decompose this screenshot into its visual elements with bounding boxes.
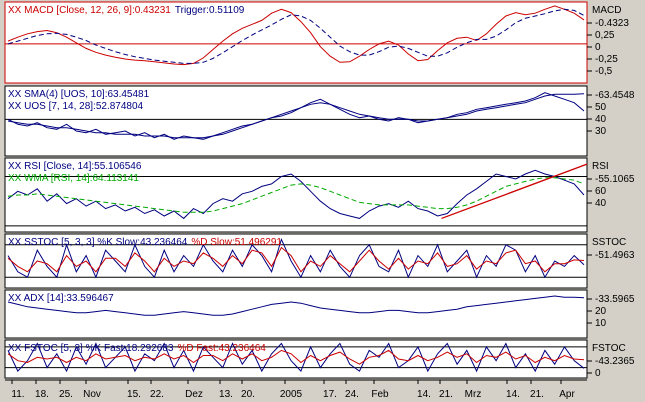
macd-ytick-label-0: 0,25 xyxy=(595,30,615,41)
rsi-series-1-line xyxy=(7,177,585,213)
adx-ytick-label-1: 10 xyxy=(595,318,607,329)
sstoc-plot-area xyxy=(4,233,588,289)
sstoc-series-1-line xyxy=(7,246,585,273)
macd-series-0-line xyxy=(7,5,585,66)
chart-panels: XX MACD [Close, 12, 26, 9]:0.43231 Trigge… xyxy=(4,1,635,379)
macd-legend-1: Trigger:0.51109 xyxy=(175,5,245,16)
sstoc-legend-0: XX SSTOC [5, 3, 3] %K Slow:43.236464 xyxy=(8,237,188,248)
adx-ytick-label-0: 20 xyxy=(595,306,607,317)
macd-current-value: -0.4323 xyxy=(595,18,629,29)
x-tick-label-16: 14. xyxy=(506,389,520,400)
panel-macd: XX MACD [Close, 12, 26, 9]:0.43231 Trigge… xyxy=(4,1,629,84)
panel-sstoc: XX SSTOC [5, 3, 3] %K Slow:43.236464 %D S… xyxy=(4,233,635,289)
rsi-ytick-label-0: 60 xyxy=(595,186,607,197)
fstoc-current-value: -43.2365 xyxy=(595,356,635,367)
rsi-current-value: -55.1065 xyxy=(595,174,635,185)
macd-series-1-line xyxy=(7,8,585,64)
fstoc-series-0-line xyxy=(7,342,585,373)
adx-current-value: -33.5965 xyxy=(595,294,635,305)
uos-series-1-line xyxy=(7,93,585,139)
uos-ytick-label-2: 30 xyxy=(595,126,607,137)
x-tick-label-6: Dez xyxy=(185,389,203,400)
adx-plot-area xyxy=(4,289,588,339)
uos-legend-1: XX UOS [7, 14, 28]:52.874804 xyxy=(8,101,144,112)
sstoc-current-value: -51.4963 xyxy=(595,250,635,261)
x-tick-label-3: Nov xyxy=(83,389,101,400)
x-tick-label-8: 20. xyxy=(241,389,255,400)
x-tick-label-0: 11. xyxy=(11,389,24,400)
fstoc-ytick-label-0: 0 xyxy=(595,368,601,379)
rsi-ytick-label-1: 40 xyxy=(595,198,607,209)
x-tick-label-11: 24. xyxy=(345,389,359,400)
x-tick-label-2: 25. xyxy=(59,389,73,400)
uos-ytick-label-0: 50 xyxy=(595,102,607,113)
macd-legend-0: XX MACD [Close, 12, 26, 9]:0.43231 xyxy=(8,5,171,16)
uos-plot-area xyxy=(4,85,588,157)
x-tick-label-1: 18. xyxy=(35,389,49,400)
macd-ytick-label-1: 0 xyxy=(595,42,601,53)
x-tick-label-13: 14. xyxy=(417,389,431,400)
uos-series-0-line xyxy=(7,92,585,140)
rsi-plot-area xyxy=(4,157,588,233)
x-tick-label-5: 22. xyxy=(150,389,164,400)
x-tick-label-9: 2005 xyxy=(280,389,303,400)
sstoc-series-0-line xyxy=(7,237,585,279)
x-tick-label-15: Mrz xyxy=(465,389,482,400)
fstoc-legend-0: XX FSTOC [5, 3] %K Fast:18.292683 xyxy=(8,343,174,354)
sstoc-side-label: SSTOC xyxy=(592,237,626,248)
uos-legend-0: XX SMA(4) [UOS, 10]:63.45481 xyxy=(8,89,150,100)
rsi-trendline xyxy=(441,163,588,220)
x-tick-label-7: 13. xyxy=(219,389,233,400)
fstoc-series-1-line xyxy=(7,349,585,365)
x-tick-label-12: Feb xyxy=(371,389,389,400)
adx-legend-0: XX ADX [14]:33.596467 xyxy=(8,293,114,304)
uos-current-value: -63.4548 xyxy=(595,90,635,101)
macd-side-label: MACD xyxy=(592,5,621,16)
fstoc-legend-1: %D Fast:43.236464 xyxy=(177,343,266,354)
rsi-legend-0: XX RSI [Close, 14]:55.106546 xyxy=(8,161,142,172)
panel-fstoc: XX FSTOC [5, 3] %K Fast:18.292683 %D Fast… xyxy=(4,339,635,379)
x-tick-label-10: 17. xyxy=(323,389,337,400)
x-tick-label-14: 21. xyxy=(439,389,453,400)
x-tick-label-17: 21. xyxy=(530,389,544,400)
x-tick-label-18: Apr xyxy=(559,389,575,400)
x-tick-label-4: 15. xyxy=(127,389,141,400)
adx-series-0-line xyxy=(7,295,585,316)
rsi-legend-1: XX WMA [RSI, 14]:64.113141 xyxy=(8,173,139,184)
macd-ytick-label-2: -0,25 xyxy=(595,54,618,65)
uos-ytick-label-1: 40 xyxy=(595,114,607,125)
rsi-side-label: RSI xyxy=(592,161,609,172)
x-axis: 11. 18. 25. Nov 15. 22. Dez 13. 20. 2005 17. 24. Feb… xyxy=(5,379,587,400)
sstoc-legend-1: %D Slow:51.496291 xyxy=(191,237,282,248)
macd-ytick-label-3: -0,5 xyxy=(595,66,613,77)
rsi-series-0-line xyxy=(7,169,585,220)
fstoc-side-label: FSTOC xyxy=(592,343,626,354)
